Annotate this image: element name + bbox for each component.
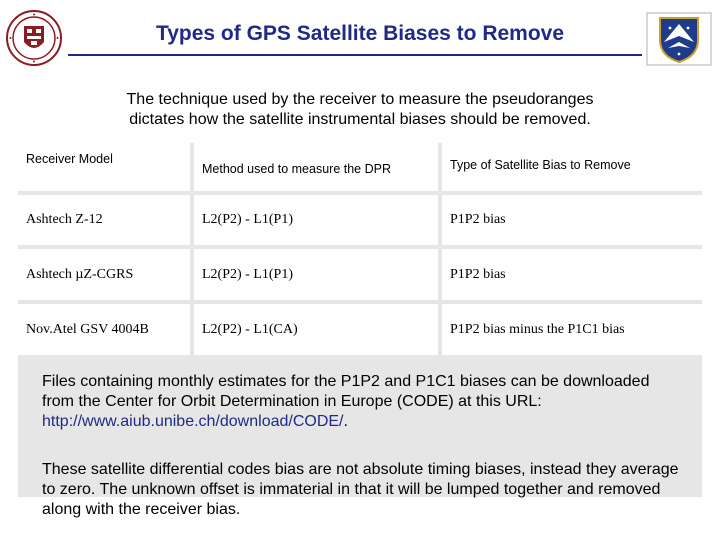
table-cell-bias: P1P2 bias minus the P1C1 bias: [442, 304, 702, 355]
table-cell-method: L2(P2) - L1(CA): [194, 304, 438, 355]
code-download-link[interactable]: http://www.aiub.unibe.ch/download/CODE/: [42, 413, 344, 430]
subtitle-line-1: The technique used by the receiver to me…: [126, 91, 594, 108]
code-files-text: Files containing monthly estimates for t…: [42, 373, 650, 410]
table-cell-receiver: Ashtech µZ-CGRS: [18, 249, 190, 300]
title-divider: [68, 54, 642, 56]
table-header-method: Method used to measure the DPR: [194, 143, 438, 191]
table-cell-receiver: Nov.Atel GSV 4004B: [18, 304, 190, 355]
code-files-period: .: [343, 413, 348, 430]
table-header-bias-type: Type of Satellite Bias to Remove: [442, 143, 702, 191]
table-header-receiver-model: Receiver Model: [18, 143, 190, 191]
table-cell-method: L2(P2) - L1(P1): [194, 195, 438, 245]
air-force-shield-icon: [646, 12, 712, 66]
table-cell-method: L2(P2) - L1(P1): [194, 249, 438, 300]
offset-paragraph: These satellite differential codes bias …: [42, 461, 679, 518]
table-cell-bias: P1P2 bias: [442, 249, 702, 300]
table-cell-bias: P1P2 bias: [442, 195, 702, 245]
table-cell-receiver: Ashtech Z-12: [18, 195, 190, 245]
subtitle-line-2: dictates how the satellite instrumental …: [129, 111, 591, 128]
subtitle: The technique used by the receiver to me…: [60, 90, 660, 130]
university-seal-icon: [6, 10, 62, 66]
code-files-paragraph: Files containing monthly estimates for t…: [42, 372, 682, 432]
bias-table: Receiver Model Method used to measure th…: [18, 143, 702, 497]
page-title: Types of GPS Satellite Biases to Remove: [155, 22, 565, 45]
